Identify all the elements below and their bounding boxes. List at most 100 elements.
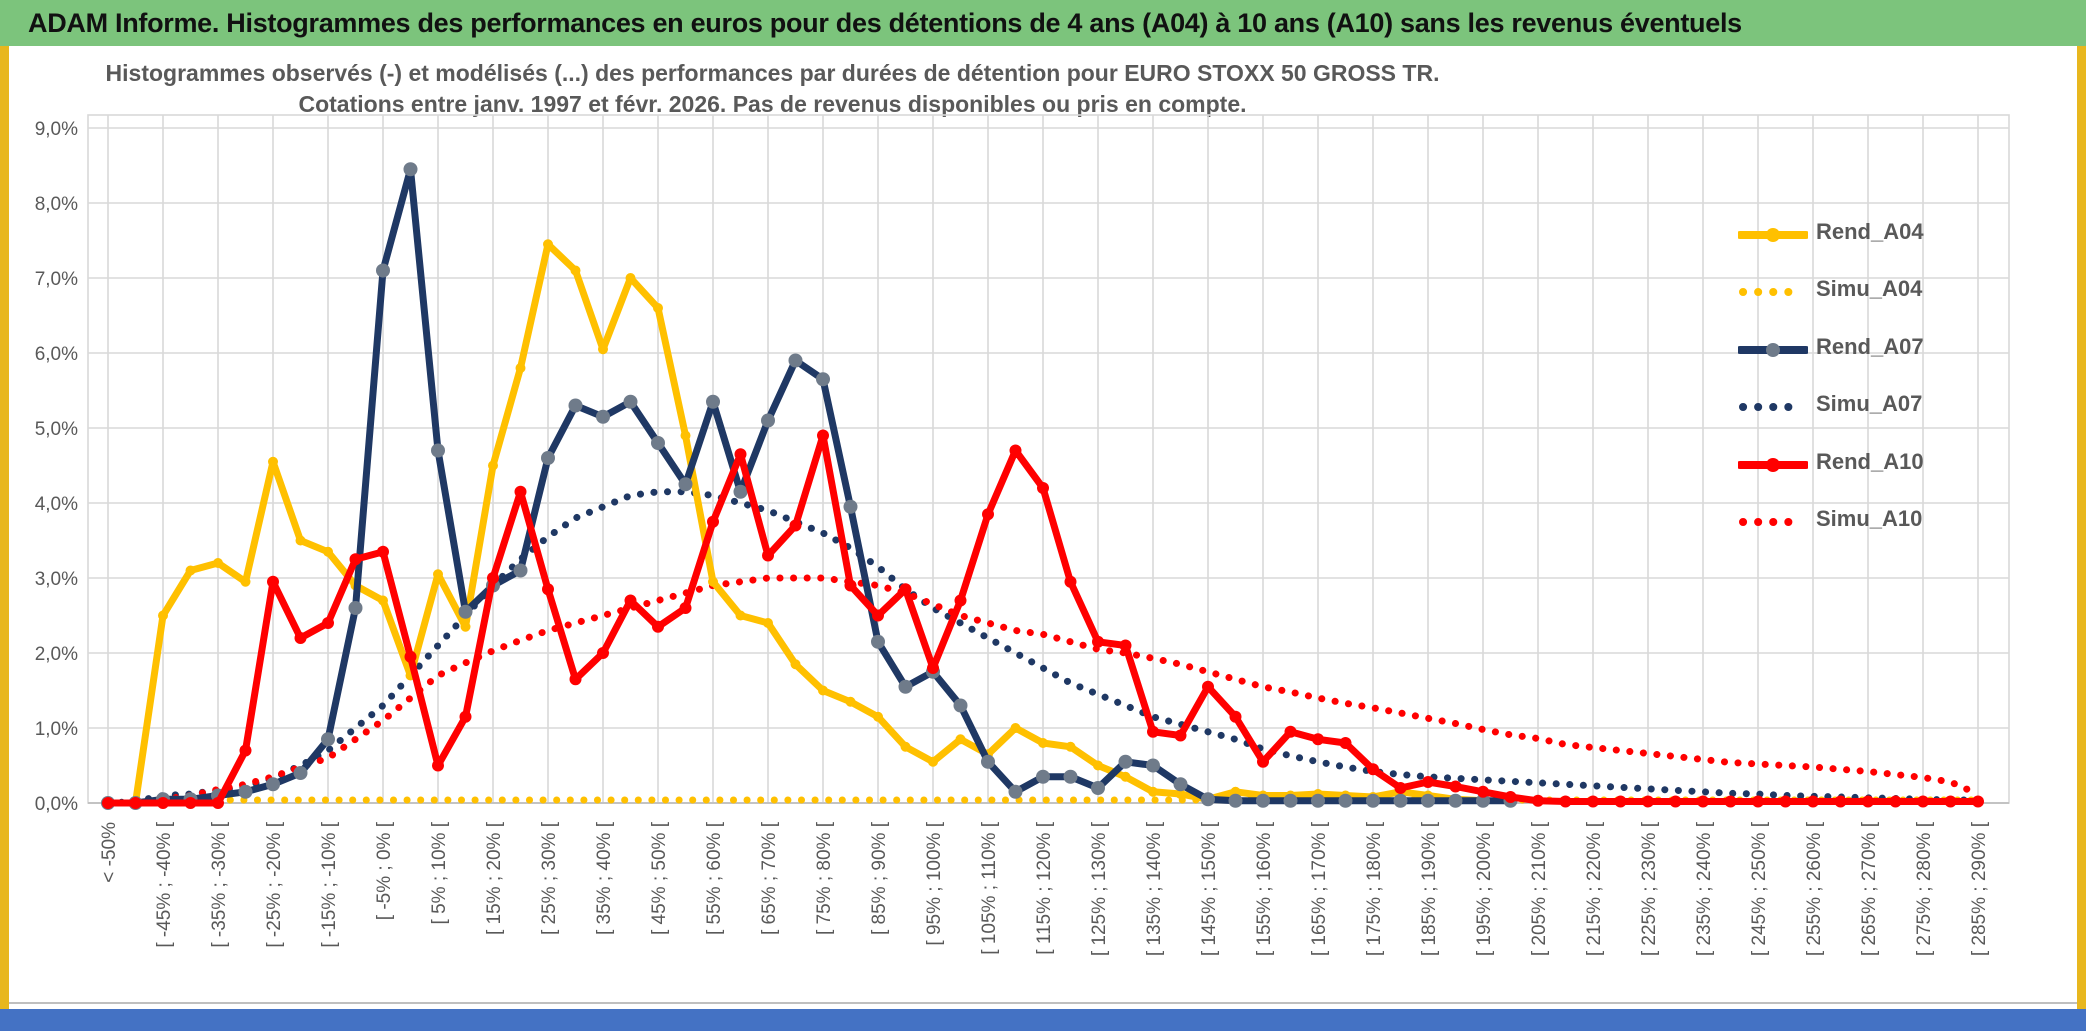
x-axis-tick-label: [ -25% ; -20% [: [264, 821, 285, 947]
marker-Rend_A10: [954, 594, 967, 607]
marker-Rend_A07: [596, 409, 610, 424]
x-axis-tick-label: [ 275% ; 280% [: [1914, 821, 1935, 956]
x-axis-tick-label: [ 95% ; 100% [: [924, 821, 945, 945]
x-axis-tick-label: [ 255% ; 260% [: [1804, 821, 1825, 956]
marker-Rend_A10: [1064, 575, 1077, 588]
marker-Rend_A10: [1257, 755, 1269, 768]
marker-Rend_A07: [1311, 793, 1325, 808]
y-axis-tick-label: 4,0%: [35, 494, 78, 515]
sheet-header-title: ADAM Informe. Histogrammes des performan…: [28, 7, 1742, 38]
x-axis-tick-label: [ 85% ; 90% [: [869, 821, 890, 935]
marker-Rend_A07: [458, 604, 473, 619]
marker-Rend_A10: [1422, 776, 1434, 788]
chart-title-line2: Cotations entre janv. 1997 et févr. 2026…: [298, 91, 1247, 117]
marker-Rend_A10: [1862, 795, 1874, 808]
marker-Rend_A10: [542, 583, 554, 596]
marker-Rend_A10: [1147, 725, 1159, 738]
marker-Rend_A04: [240, 576, 251, 587]
x-axis-tick-label: [ 45% ; 50% [: [649, 821, 670, 935]
y-axis-tick-label: 7,0%: [35, 269, 78, 290]
marker-Rend_A04: [488, 460, 498, 471]
y-axis-tick-label: 3,0%: [35, 569, 78, 590]
marker-Rend_A04: [598, 344, 608, 355]
x-axis-tick-label: [ 165% ; 170% [: [1309, 821, 1330, 956]
marker-Rend_A07: [1393, 793, 1408, 808]
x-axis-tick-label: [ 125% ; 130% [: [1089, 821, 1110, 956]
marker-Rend_A10: [1614, 795, 1627, 808]
legend-line-icon: [1736, 342, 1810, 357]
x-axis-tick-label: [ 65% ; 70% [: [759, 821, 780, 935]
marker-Rend_A04: [763, 618, 773, 628]
marker-Rend_A07: [568, 398, 583, 413]
marker-Rend_A07: [953, 698, 968, 713]
marker-Rend_A07: [1146, 758, 1160, 773]
marker-Rend_A07: [1283, 793, 1298, 808]
marker-Rend_A10: [1009, 444, 1022, 457]
marker-Rend_A04: [323, 546, 333, 557]
legend-item-Simu_A10[interactable]: Simu_A10: [1738, 491, 1978, 549]
marker-Rend_A10: [267, 575, 279, 588]
x-axis-tick-label: [ 105% ; 110% [: [979, 821, 1000, 954]
marker-Rend_A07: [1448, 793, 1463, 808]
legend-label: Rend_A07: [1816, 333, 1924, 359]
marker-Rend_A07: [1173, 777, 1188, 792]
marker-Rend_A10: [734, 448, 747, 461]
marker-Rend_A07: [1366, 793, 1380, 808]
marker-Rend_A04: [1065, 741, 1076, 752]
page-border-left: [0, 46, 9, 1031]
marker-Rend_A10: [1367, 763, 1379, 776]
marker-Rend_A07: [651, 436, 665, 450]
chart-title: Histogrammes observés (-) et modélisés (…: [0, 58, 1545, 120]
page-border-right: [2077, 46, 2086, 1031]
marker-Rend_A07: [1063, 769, 1078, 784]
marker-Rend_A10: [707, 515, 719, 528]
x-axis-tick-label: [ 145% ; 150% [: [1199, 821, 1220, 956]
marker-Rend_A10: [404, 650, 417, 663]
marker-Rend_A10: [624, 594, 637, 607]
marker-Rend_A10: [1752, 795, 1764, 808]
series-Simu_A07: [104, 488, 1982, 807]
marker-Rend_A04: [900, 741, 911, 752]
marker-Rend_A10: [1119, 639, 1132, 652]
marker-Rend_A04: [790, 659, 801, 670]
legend-item-Simu_A04[interactable]: Simu_A04: [1738, 261, 1978, 319]
legend-item-Rend_A10[interactable]: Rend_A10: [1736, 433, 1978, 491]
marker-Rend_A10: [817, 429, 829, 442]
marker-Rend_A07: [403, 162, 418, 177]
marker-Rend_A10: [569, 673, 582, 686]
marker-Rend_A04: [213, 558, 223, 568]
x-axis-tick-label: [ 195% ; 200% [: [1474, 821, 1495, 956]
marker-Rend_A10: [899, 583, 912, 596]
marker-Rend_A10: [1312, 733, 1324, 746]
marker-Rend_A07: [321, 732, 335, 747]
marker-Rend_A07: [816, 372, 830, 387]
legend-item-Simu_A07[interactable]: Simu_A07: [1738, 376, 1978, 434]
marker-Rend_A07: [788, 353, 803, 368]
legend-label: Rend_A10: [1816, 448, 1924, 474]
marker-Rend_A04: [1148, 786, 1158, 797]
chart-legend: Rend_A04 Simu_A04 Rend_A07 Simu_A07 Rend_A10…: [1736, 203, 1978, 549]
marker-Rend_A10: [157, 797, 169, 809]
marker-Rend_A07: [376, 263, 390, 278]
marker-Rend_A10: [982, 508, 994, 521]
marker-Rend_A04: [570, 265, 581, 276]
marker-Rend_A10: [789, 519, 802, 532]
x-axis-tick-label: [ 5% ; 10% [: [429, 821, 450, 924]
x-axis-tick-label: [ 215% ; 220% [: [1584, 821, 1605, 956]
marker-Rend_A04: [735, 610, 746, 621]
x-axis-tick-label: [ 155% ; 160% [: [1254, 821, 1275, 956]
marker-Rend_A07: [898, 679, 913, 694]
legend-item-Rend_A07[interactable]: Rend_A07: [1736, 318, 1978, 376]
marker-Rend_A04: [158, 610, 168, 621]
marker-Rend_A07: [238, 784, 253, 799]
marker-Rend_A10: [1889, 795, 1902, 808]
x-axis-tick-label: [ 15% ; 20% [: [484, 821, 505, 935]
marker-Rend_A07: [1201, 792, 1215, 807]
x-axis-tick-label: [ -15% ; -10% [: [319, 821, 340, 947]
x-axis-tick-label: [ 35% ; 40% [: [594, 821, 615, 935]
marker-Rend_A10: [1229, 710, 1242, 723]
marker-Rend_A04: [268, 456, 278, 467]
legend-item-Rend_A04[interactable]: Rend_A04: [1736, 203, 1978, 261]
marker-Rend_A10: [487, 572, 499, 584]
